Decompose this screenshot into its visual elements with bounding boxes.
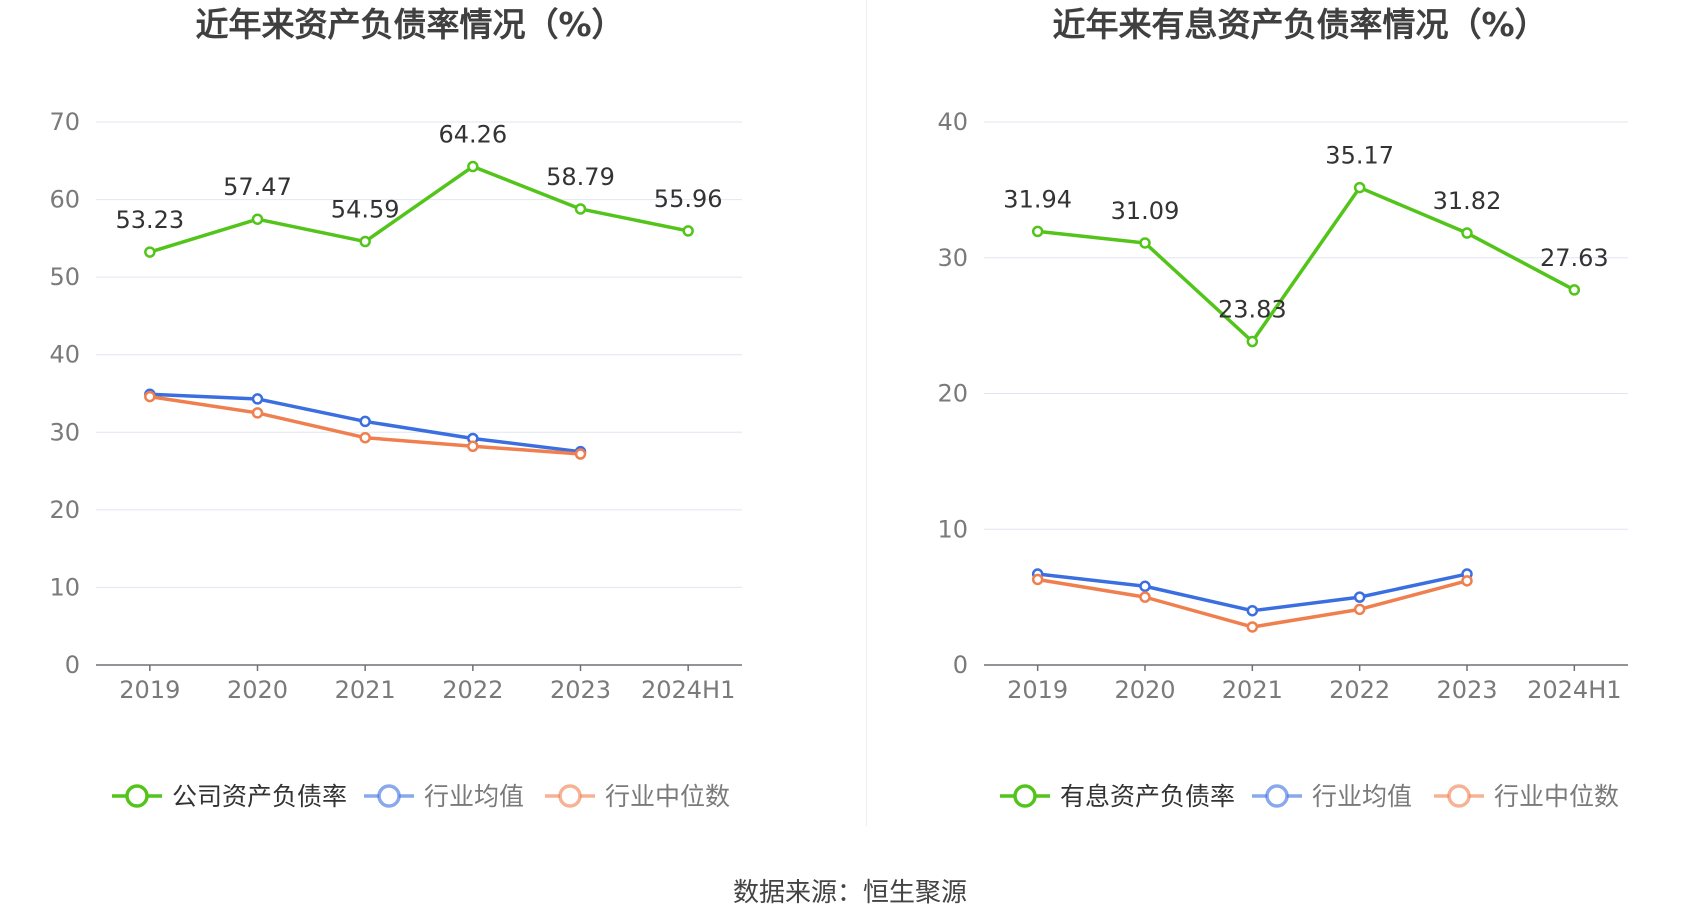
data-point [574, 203, 587, 215]
y-tick-label: 70 [49, 108, 80, 136]
y-tick-label: 20 [937, 380, 968, 408]
x-tick-label: 2023 [550, 676, 611, 704]
data-point [359, 235, 371, 248]
legend-item: 有息资产负债率 [1000, 782, 1235, 811]
data-point [251, 213, 264, 225]
chart-title: 近年来资产负债率情况（%） [195, 5, 624, 44]
y-tick-label: 0 [65, 651, 80, 679]
data-point [359, 431, 371, 444]
data-label: 53.23 [115, 206, 184, 234]
data-point [251, 393, 264, 405]
legend-item: 行业均值 [1252, 782, 1412, 811]
data-label: 27.63 [1540, 244, 1609, 272]
data-point [1139, 580, 1151, 593]
panel-divider [866, 0, 867, 826]
data-label: 23.83 [1218, 296, 1287, 324]
chart-title: 近年来有息资产负债率情况（%） [1052, 5, 1547, 44]
legend-marker [377, 784, 401, 808]
data-point [1246, 621, 1259, 633]
legend-marker [125, 784, 149, 808]
series-line [149, 164, 689, 254]
x-tick-label: 2020 [227, 676, 288, 704]
x-tick-label: 2019 [119, 676, 180, 704]
data-label: 54.59 [331, 196, 400, 224]
legend-label: 行业均值 [1312, 782, 1412, 811]
data-point [144, 246, 156, 258]
x-tick-label: 2024H1 [641, 676, 735, 704]
data-point [1353, 591, 1366, 603]
x-tick-label: 2021 [1222, 676, 1283, 704]
data-point [1461, 575, 1473, 587]
y-tick-label: 0 [953, 651, 968, 679]
data-point [1246, 335, 1259, 348]
data-point [1139, 237, 1151, 249]
x-tick-label: 2022 [442, 676, 503, 704]
y-tick-label: 60 [49, 186, 80, 214]
chart-panel-1: 近年来资产负债率情况（%） 0 10 20 30 40 50 60 70 2019 2020 2021… [49, 5, 742, 811]
data-point [1353, 181, 1366, 194]
x-tick-label: 2023 [1436, 676, 1497, 704]
x-tick-label: 2022 [1329, 676, 1390, 704]
legend-label: 行业均值 [424, 782, 524, 811]
data-point [467, 440, 479, 452]
data-label: 57.47 [223, 173, 292, 201]
data-point [467, 160, 479, 173]
y-tick-label: 10 [49, 573, 80, 601]
y-tick-label: 20 [49, 496, 80, 524]
data-point [251, 407, 264, 419]
legend-item: 行业均值 [364, 782, 524, 811]
legend-label: 有息资产负债率 [1060, 782, 1235, 811]
data-point [574, 448, 587, 460]
series-line [1037, 185, 1576, 344]
data-label: 58.79 [546, 163, 615, 191]
data-point [1353, 603, 1366, 616]
chart-panel-2: 近年来有息资产负债率情况（%） 0 10 20 30 40 2019 2020 2021 2022… [937, 5, 1628, 811]
legend-label: 公司资产负债率 [172, 782, 347, 811]
data-source: 数据来源：恒生聚源 [732, 878, 967, 908]
data-point [1139, 591, 1151, 603]
legend-marker [1265, 784, 1289, 808]
data-point [1031, 573, 1044, 586]
legend-item: 公司资产负债率 [112, 782, 347, 811]
legend-label: 行业中位数 [1494, 782, 1619, 811]
data-label: 55.96 [654, 185, 723, 213]
data-point [1461, 227, 1473, 239]
legend-item: 行业中位数 [1434, 782, 1619, 811]
legend-marker [1013, 784, 1037, 808]
y-tick-label: 50 [49, 263, 80, 291]
data-point [144, 390, 156, 403]
data-label: 64.26 [438, 121, 507, 149]
legend-marker [1447, 784, 1471, 808]
y-tick-label: 10 [937, 515, 968, 543]
legend-item: 行业中位数 [545, 782, 730, 811]
y-tick-label: 30 [49, 418, 80, 446]
x-tick-label: 2021 [335, 676, 396, 704]
data-label: 31.09 [1111, 197, 1180, 225]
data-point [359, 415, 371, 428]
x-tick-label: 2020 [1114, 676, 1175, 704]
data-label: 31.82 [1433, 187, 1502, 215]
x-tick-label: 2024H1 [1527, 676, 1621, 704]
data-point [682, 225, 694, 237]
legend-marker [558, 784, 582, 808]
y-tick-label: 30 [937, 244, 968, 272]
legend-label: 行业中位数 [605, 782, 730, 811]
y-tick-label: 40 [937, 108, 968, 136]
data-point [1568, 284, 1581, 296]
y-tick-label: 40 [49, 341, 80, 369]
data-label: 35.17 [1325, 142, 1394, 170]
data-label: 31.94 [1003, 185, 1072, 213]
data-point [1246, 604, 1259, 617]
data-point [1031, 225, 1044, 238]
x-tick-label: 2019 [1007, 676, 1068, 704]
